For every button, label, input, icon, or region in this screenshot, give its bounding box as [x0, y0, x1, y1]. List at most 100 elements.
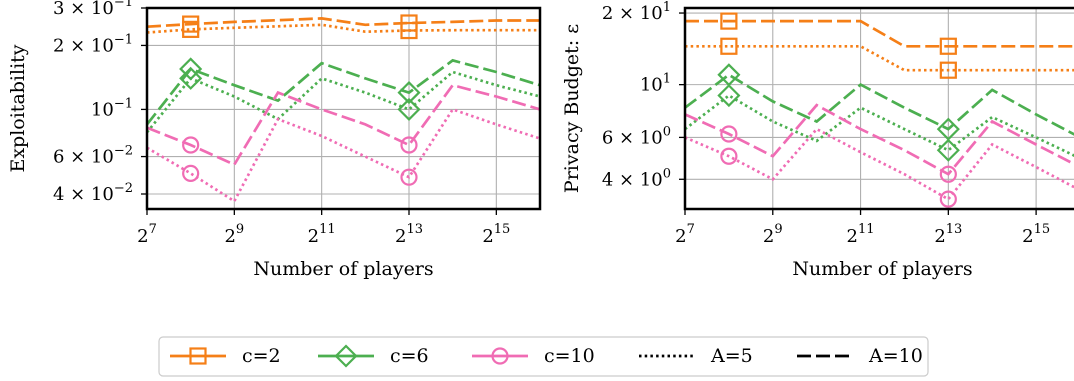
data-point-c-2-a-5 [400, 21, 418, 40]
grid [684, 8, 1074, 209]
x-tick-label: 213 [395, 222, 423, 247]
x-tick-base: 2 [1022, 226, 1033, 247]
x-tick-base: 2 [675, 226, 686, 247]
y-tick-mantissa: 2 × 10 [53, 35, 114, 56]
legend-item-c-10: c=10 [472, 345, 595, 367]
legend-label: c=2 [242, 345, 281, 367]
series-line-c-6-a-5 [685, 93, 1074, 157]
data-point-c-10-a-5 [400, 168, 418, 186]
y-tick-mantissa: 6 × 10 [53, 147, 114, 168]
x-tick-base: 2 [137, 226, 148, 247]
x-tick-exponent: 15 [494, 222, 511, 237]
y-axis-label: Exploitability [7, 44, 29, 172]
y-tick-exponent: 0 [663, 124, 671, 139]
series-line-c-10-a-5 [147, 107, 540, 204]
y-tick-mantissa: 2 × 10 [602, 3, 663, 24]
data-point-c-2-a-5 [939, 61, 957, 79]
legend-label: A=10 [868, 345, 923, 367]
grid [146, 7, 540, 209]
series-line-c-10-a-10 [685, 103, 1074, 176]
y-tick-exponent: 0 [663, 166, 671, 181]
data-point-c-10-a-5 [720, 147, 738, 165]
x-tick-label: 211 [847, 222, 875, 247]
legend-label: c=10 [544, 345, 595, 367]
data-point-c-10-a-10 [182, 136, 200, 154]
y-axis-label: Privacy Budget: ε [561, 24, 583, 193]
x-tick-label: 29 [224, 222, 244, 247]
series-line-c-2-a-10 [685, 19, 1074, 48]
legend-item-c-2: c=2 [170, 345, 281, 367]
x-tick-exponent: 9 [774, 222, 782, 237]
x-tick-base: 2 [395, 226, 406, 247]
x-tick-label: 27 [137, 222, 157, 247]
y-tick-mantissa: 10 [91, 99, 114, 120]
series-line-c-2-a-10 [147, 17, 540, 29]
data-point-c-6-a-5 [936, 138, 960, 162]
x-axis-label: Number of players [792, 258, 972, 280]
x-tick-exponent: 9 [236, 222, 244, 237]
y-tick-mantissa: 6 × 10 [602, 127, 663, 148]
data-point-c-6-a-10 [717, 63, 741, 87]
data-point-c-10-a-10 [939, 165, 957, 183]
series-line-c-2-a-5 [147, 23, 540, 34]
data-point-c-2-a-5 [182, 20, 200, 38]
data-point-c-10-a-5 [182, 164, 200, 182]
y-tick-label: 6 × 100 [602, 124, 671, 148]
x-tick-base: 2 [763, 226, 774, 247]
data-point-c-6-a-5 [717, 83, 741, 108]
legend-item-a-5: A=5 [639, 345, 753, 367]
y-tick-exponent: −1 [114, 96, 133, 111]
y-tick-exponent: −2 [114, 181, 133, 196]
data-point-c-10-a-10 [400, 136, 418, 154]
series-line-c-6-a-10 [685, 73, 1074, 136]
data-point-c-6-a-10 [397, 81, 421, 105]
legend: c=2 c=6 c=10 A=5 A=10 [158, 336, 929, 377]
y-tick-label: 2 × 101 [602, 0, 671, 24]
legend-box [158, 336, 929, 377]
y-tick-exponent: 1 [663, 72, 671, 87]
y-tick-label: 4 × 10−2 [53, 181, 133, 205]
axes-frame [145, 6, 542, 211]
legend-item-a-10: A=10 [797, 345, 923, 367]
legend-marker [334, 344, 358, 368]
data-point-c-6-a-5 [397, 97, 421, 121]
x-tick-exponent: 7 [687, 222, 695, 237]
x-axis-label: Number of players [253, 258, 433, 280]
x-tick-label: 215 [1022, 222, 1050, 247]
x-tick-base: 2 [934, 226, 945, 247]
x-tick-label: 29 [763, 222, 783, 247]
y-tick-label: 3 × 10−1 [53, 0, 133, 19]
x-tick-label: 211 [308, 222, 336, 247]
legend-label: c=6 [390, 345, 429, 367]
y-tick-label: 2 × 10−1 [53, 32, 133, 56]
legend-item-c-6: c=6 [318, 344, 429, 368]
series-line-c-6-a-5 [147, 70, 540, 134]
y-tick-label: 4 × 100 [602, 166, 671, 190]
plot-area [685, 12, 1074, 208]
x-tick-exponent: 13 [406, 222, 423, 237]
y-tick-exponent: −1 [114, 0, 133, 10]
y-tick-mantissa: 10 [640, 75, 663, 96]
x-tick-base: 2 [224, 226, 235, 247]
x-tick-label: 213 [934, 222, 962, 247]
series-line-c-2-a-5 [685, 44, 1074, 72]
data-point-c-2-a-5 [720, 37, 738, 55]
plot-area [147, 14, 540, 204]
y-tick-label: 6 × 10−2 [53, 144, 133, 168]
series-line-c-6-a-10 [147, 58, 540, 126]
x-tick-exponent: 11 [319, 222, 336, 237]
data-point-c-10-a-5 [939, 190, 957, 208]
y-tick-mantissa: 4 × 10 [53, 184, 114, 205]
y-tick-label: 10−1 [91, 96, 133, 120]
data-point-c-2-a-10 [720, 12, 738, 30]
y-tick-mantissa: 4 × 10 [602, 169, 663, 190]
legend-marker [189, 347, 207, 365]
y-tick-label: 101 [640, 72, 671, 96]
x-tick-base: 2 [308, 226, 319, 247]
y-tick-exponent: 1 [663, 0, 671, 15]
x-tick-base: 2 [482, 226, 493, 247]
y-tick-mantissa: 3 × 10 [53, 0, 114, 19]
y-tick-exponent: −2 [114, 144, 133, 159]
x-tick-label: 27 [675, 222, 695, 247]
